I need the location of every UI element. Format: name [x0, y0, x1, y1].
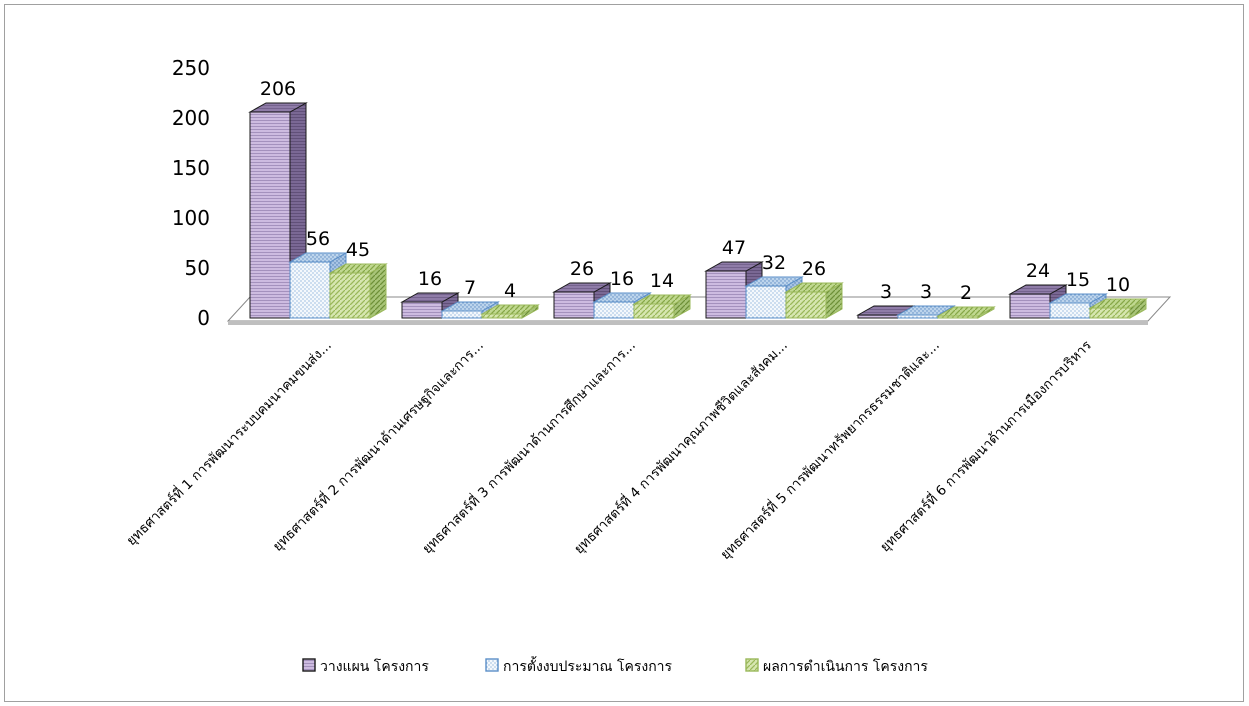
bar-front	[593, 301, 635, 319]
bar	[480, 304, 540, 319]
bar-front	[937, 315, 979, 319]
legend-item: วางแผน โครงการ	[302, 658, 429, 675]
y-tick-label: 0	[197, 306, 210, 330]
bar-front	[705, 270, 747, 319]
bar	[632, 294, 692, 319]
y-tick-label: 100	[172, 206, 210, 230]
data-label: 45	[346, 239, 370, 261]
bar-front	[441, 310, 483, 319]
bar-front	[633, 303, 675, 319]
bar-front	[785, 291, 827, 319]
legend-swatch	[302, 658, 316, 672]
bars	[248, 102, 1148, 319]
legend-label: การตั้งงบประมาณ โครงการ	[503, 656, 673, 675]
x-axis-categories: ยุทธศาสตร์ที่ 1 การพัฒนาระบบคมนาคมขนส่ง.…	[122, 336, 1095, 563]
data-label: 3	[880, 281, 892, 303]
bar-front	[553, 291, 595, 319]
legend-item: การตั้งงบประมาณ โครงการ	[485, 656, 673, 675]
bar	[1088, 298, 1148, 319]
data-label: 24	[1026, 260, 1050, 282]
data-label: 32	[762, 252, 786, 274]
bar-front	[857, 314, 899, 319]
bar-front	[1089, 307, 1131, 319]
data-label: 47	[722, 237, 746, 259]
data-label: 15	[1066, 269, 1090, 291]
bar-front	[249, 111, 291, 319]
y-axis: 0 50 100 150 200 250	[172, 56, 210, 330]
data-label: 10	[1106, 274, 1130, 296]
bar-front	[1009, 293, 1051, 319]
data-label: 26	[570, 258, 594, 280]
legend: วางแผน โครงการ การตั้งงบประมาณ โครงการ ผลก…	[302, 656, 928, 675]
bar-front	[401, 301, 443, 319]
data-label: 4	[504, 280, 516, 302]
bar	[896, 305, 956, 319]
bar-front	[1049, 302, 1091, 319]
data-label: 16	[610, 268, 634, 290]
y-tick-label: 50	[185, 256, 210, 280]
floor-edge	[228, 321, 1148, 325]
data-label: 3	[920, 281, 932, 303]
bar-front	[745, 285, 787, 319]
data-label: 56	[306, 228, 330, 250]
y-tick-label: 200	[172, 106, 210, 130]
data-label: 16	[418, 268, 442, 290]
data-label: 26	[802, 258, 826, 280]
bar	[288, 252, 348, 319]
legend-swatch	[485, 658, 499, 672]
bar-front	[329, 272, 371, 319]
data-label: 7	[464, 277, 476, 299]
y-tick-label: 150	[172, 156, 210, 180]
bar	[784, 282, 844, 319]
data-label: 2	[960, 282, 972, 304]
legend-label: ผลการดำเนินการ โครงการ	[763, 658, 928, 675]
data-label: 206	[260, 78, 296, 100]
bar	[400, 292, 460, 319]
y-tick-label: 250	[172, 56, 210, 80]
legend-label: วางแผน โครงการ	[320, 658, 429, 675]
legend-swatch	[745, 658, 759, 672]
bar-front	[897, 314, 939, 319]
bar-front	[289, 261, 331, 319]
bar	[328, 263, 388, 319]
data-label: 14	[650, 270, 674, 292]
bar-front	[481, 313, 523, 319]
chart-frame	[4, 4, 1244, 702]
legend-item: ผลการดำเนินการ โครงการ	[745, 658, 928, 675]
bar	[936, 306, 996, 319]
